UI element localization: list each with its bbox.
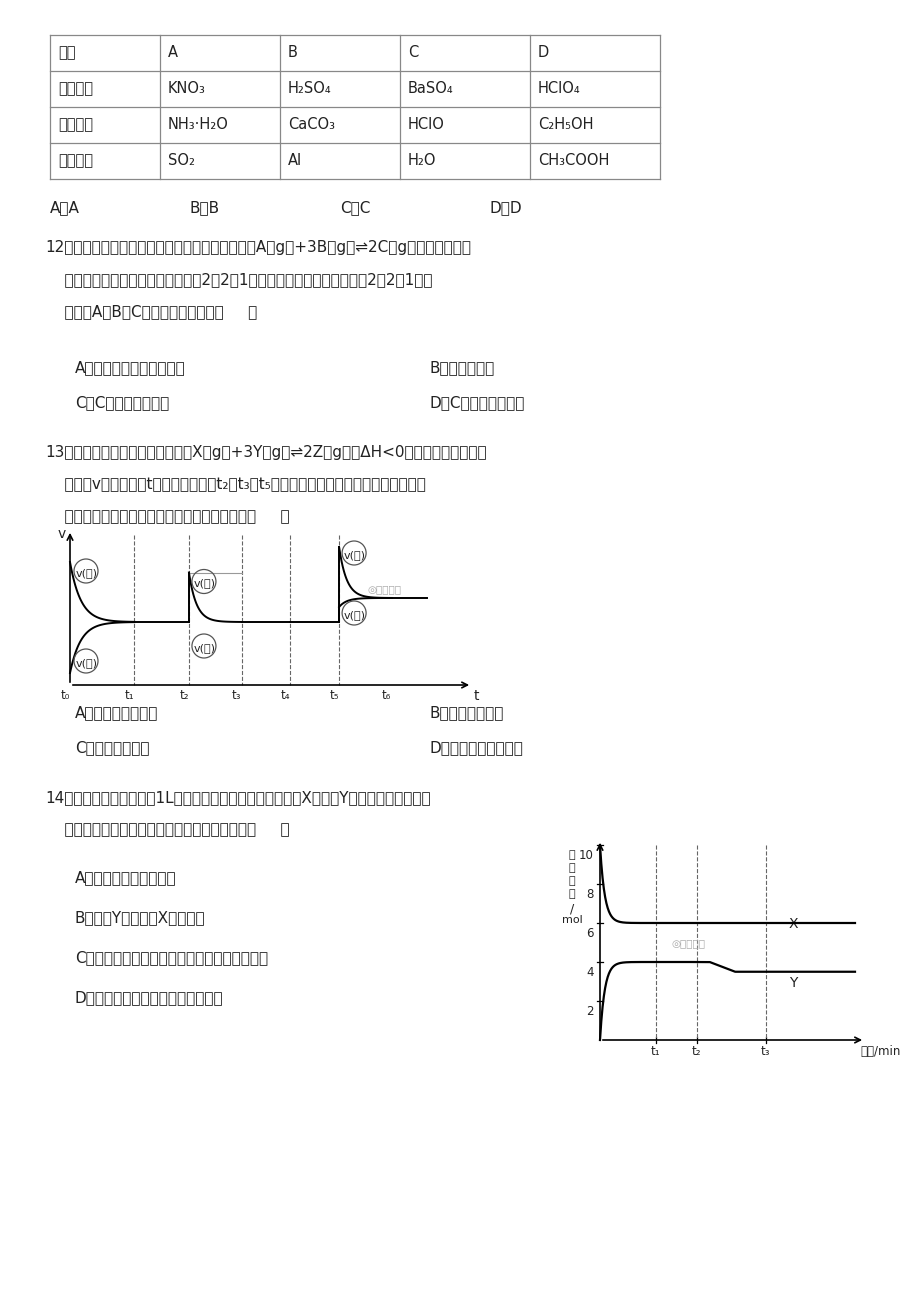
Text: 物: 物	[568, 850, 574, 861]
Text: B．时降低了温度: B．时降低了温度	[429, 704, 504, 720]
Text: C．C: C．C	[340, 201, 370, 215]
Text: 得平衡时各物质的物质的量之比为2：2：1，保持温度、体积不变，再以2：2：1的体: 得平衡时各物质的物质的量之比为2：2：1，保持温度、体积不变，再以2：2：1的体	[45, 272, 432, 286]
Text: C．C的百分含量增大: C．C的百分含量增大	[75, 395, 169, 410]
Text: A．时加入了催化剂: A．时加入了催化剂	[75, 704, 158, 720]
Text: B．平衡不移动: B．平衡不移动	[429, 359, 494, 375]
Text: 强电解质: 强电解质	[58, 81, 93, 96]
Text: t₄: t₄	[280, 689, 289, 702]
Text: A．平衡向逆反应方向转动: A．平衡向逆反应方向转动	[75, 359, 186, 375]
Text: 10: 10	[578, 849, 594, 862]
Text: SO₂: SO₂	[168, 154, 195, 168]
Text: t₁: t₁	[651, 1046, 660, 1059]
Text: 13．某密闭容器中发生如下反应：X（g）+3Y（g）⇌2Z（g）；ΔH<0．上图表示该反应的: 13．某密闭容器中发生如下反应：X（g）+3Y（g）⇌2Z（g）；ΔH<0．上图…	[45, 445, 486, 460]
Text: A: A	[168, 46, 177, 60]
Text: H₂SO₄: H₂SO₄	[288, 81, 331, 96]
Text: KNO₃: KNO₃	[168, 81, 206, 96]
Text: 的: 的	[568, 876, 574, 885]
Text: C: C	[407, 46, 418, 60]
Text: v(逆): v(逆)	[76, 658, 98, 668]
Text: t₃: t₃	[232, 689, 241, 702]
Text: ◎正确教育: ◎正确教育	[367, 585, 401, 595]
Text: ◎正确教育: ◎正确教育	[671, 939, 705, 949]
Text: C₂H₅OH: C₂H₅OH	[538, 117, 593, 132]
Text: D: D	[538, 46, 549, 60]
Text: D．C的百分含量减小: D．C的百分含量减小	[429, 395, 525, 410]
Text: 6: 6	[586, 927, 594, 940]
Text: B．时，Y的浓度是X浓度的倍: B．时，Y的浓度是X浓度的倍	[75, 910, 206, 924]
Text: 时间/min: 时间/min	[859, 1046, 900, 1059]
Text: CaCO₃: CaCO₃	[288, 117, 335, 132]
Text: X: X	[788, 917, 798, 931]
Text: 12．某温度下，在固定容积的容器中，可逆反应：A（g）+3B（g）⇌2C（g）达到平衡，测: 12．某温度下，在固定容积的容器中，可逆反应：A（g）+3B（g）⇌2C（g）达…	[45, 240, 471, 255]
Text: 弱电解质: 弱电解质	[58, 117, 93, 132]
Text: CH₃COOH: CH₃COOH	[538, 154, 608, 168]
Text: v(正): v(正)	[344, 611, 366, 620]
Text: t₂: t₂	[179, 689, 188, 702]
Text: C．时增大了压强: C．时增大了压强	[75, 740, 150, 755]
Text: 2: 2	[586, 1005, 594, 1018]
Bar	[599, 845, 854, 1060]
Text: 应时间变化的曲线如图．下列叙述中正确的是（     ）: 应时间变化的曲线如图．下列叙述中正确的是（ ）	[45, 822, 289, 837]
Text: B．B: B．B	[190, 201, 220, 215]
Text: C．根据时的数据，可求出该温度下的平衡常数: C．根据时的数据，可求出该温度下的平衡常数	[75, 950, 267, 965]
Text: /: /	[569, 902, 573, 915]
Text: t₁: t₁	[124, 689, 134, 702]
Text: Al: Al	[288, 154, 301, 168]
Text: 8: 8	[586, 888, 594, 901]
Text: A．A: A．A	[50, 201, 80, 215]
Text: NH₃·H₂O: NH₃·H₂O	[168, 117, 229, 132]
Text: t₀: t₀	[61, 689, 70, 702]
Text: 质: 质	[568, 863, 574, 874]
Text: A．反应的化学方程式为: A．反应的化学方程式为	[75, 870, 176, 885]
Text: HClO: HClO	[407, 117, 445, 132]
Text: D．D: D．D	[490, 201, 522, 215]
Text: v(正): v(正)	[76, 568, 98, 578]
Text: BaSO₄: BaSO₄	[407, 81, 453, 96]
Text: HClO₄: HClO₄	[538, 81, 580, 96]
Text: D．时，逆反应速率大于正反应速率: D．时，逆反应速率大于正反应速率	[75, 990, 223, 1005]
Text: v(逆): v(逆)	[194, 643, 216, 654]
Text: t₅: t₅	[329, 689, 338, 702]
Text: 14．一定温度下在体积为1L的密闭容器内进行着某一反应，X气体、Y气体的物质的量随反: 14．一定温度下在体积为1L的密闭容器内进行着某一反应，X气体、Y气体的物质的量…	[45, 790, 430, 805]
Text: v: v	[58, 527, 66, 542]
Text: 积比将A、B、C充入此容器中，则（     ）: 积比将A、B、C充入此容器中，则（ ）	[45, 303, 257, 319]
Text: 编号: 编号	[58, 46, 75, 60]
Text: Y: Y	[788, 975, 796, 990]
Text: H₂O: H₂O	[407, 154, 436, 168]
Text: 4: 4	[586, 966, 594, 979]
Text: 非电解质: 非电解质	[58, 154, 93, 168]
Text: 各物质的初始加入量．下列说法中不正确的是（     ）: 各物质的初始加入量．下列说法中不正确的是（ ）	[45, 509, 289, 523]
Text: v(逆): v(逆)	[344, 549, 366, 560]
Text: t₃: t₃	[760, 1046, 769, 1059]
Text: D．时间内转化率最高: D．时间内转化率最高	[429, 740, 523, 755]
Text: mol: mol	[561, 915, 582, 924]
Text: 速率（v）随时间（t）变化的关系，t₂、t₃、t₅时刻外界条件有所改变，但都没有改变: 速率（v）随时间（t）变化的关系，t₂、t₃、t₅时刻外界条件有所改变，但都没有…	[45, 477, 425, 492]
Text: t₂: t₂	[691, 1046, 700, 1059]
Text: B: B	[288, 46, 298, 60]
Text: 量: 量	[568, 889, 574, 898]
Text: t₆: t₆	[381, 689, 391, 702]
Text: v(正): v(正)	[194, 578, 216, 589]
Text: t: t	[473, 689, 479, 703]
